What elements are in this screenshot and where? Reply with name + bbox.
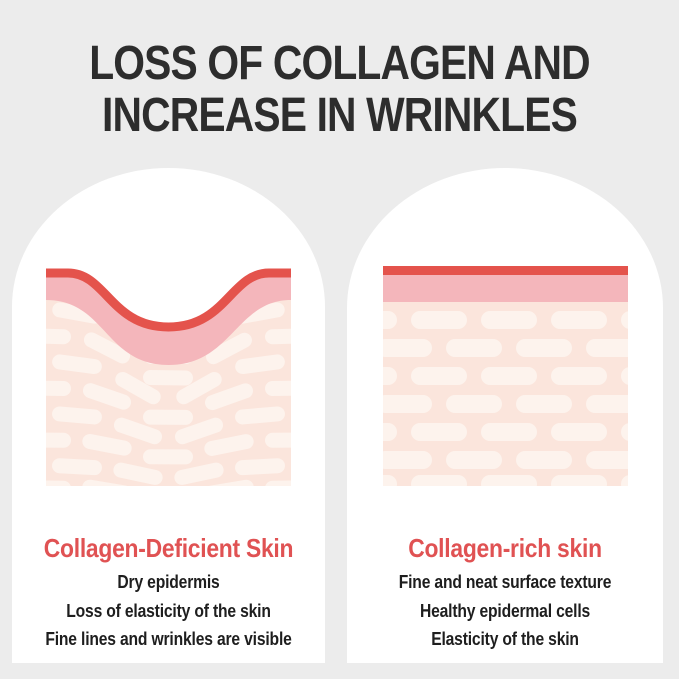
skin-surface-smooth (382, 266, 628, 275)
epidermis-pink-layer (46, 273, 291, 365)
panel-heading-deficient: Collagen-Deficient Skin (43, 533, 294, 563)
collagen-fiber (480, 423, 537, 441)
collagen-fiber (176, 371, 222, 405)
collagen-fiber (52, 406, 102, 425)
collagen-fiber (480, 367, 537, 385)
description-line: Fine lines and wrinkles are visible (45, 629, 292, 649)
collagen-fiber (410, 475, 467, 486)
collagen-fiber (620, 367, 628, 385)
wrinkled-skin-illustration (46, 266, 291, 486)
collagen-fiber (382, 395, 432, 413)
collagen-fiber (235, 406, 285, 425)
collagen-fiber (515, 339, 572, 357)
collagen-fiber (205, 383, 253, 411)
collagen-fiber (382, 451, 432, 469)
skin-surface-wrinkled (46, 268, 291, 332)
collagen-fiber (550, 475, 607, 486)
collagen-fiber (235, 354, 285, 375)
collagen-fiber (235, 458, 285, 476)
panel-collagen-rich: Collagen-rich skin Fine and neat surface… (347, 168, 663, 663)
collagen-fiber (115, 371, 161, 405)
description-line: Healthy epidermal cells (419, 600, 591, 621)
collagen-fiber (46, 432, 71, 448)
collagen-fiber (82, 433, 132, 456)
description-line: Loss of elasticity of the skin (66, 600, 271, 621)
collagen-fiber (265, 380, 291, 397)
collagen-fiber (382, 311, 397, 329)
collagen-fiber (410, 311, 467, 329)
collagen-fiber (480, 311, 537, 329)
epidermis-pink-layer (382, 275, 628, 302)
description-line: Elasticity of the skin (431, 629, 579, 649)
collagen-fiber (113, 462, 163, 485)
collagen-fiber (82, 479, 132, 486)
page-title: LOSS OF COLLAGEN AND INCREASE IN WRINKLE… (51, 38, 628, 142)
collagen-fiber (143, 409, 193, 425)
collagen-fiber (585, 395, 628, 413)
collagen-fiber (204, 434, 254, 456)
collagen-fiber (204, 479, 254, 486)
collagen-fiber (174, 417, 224, 445)
collagen-fiber (113, 417, 163, 445)
collagen-fiber (382, 367, 397, 385)
collagen-fiber (265, 432, 291, 448)
collagen-fiber (445, 339, 502, 357)
collagen-fiber (620, 311, 628, 329)
collagen-fiber (585, 339, 628, 357)
collagen-fiber (52, 458, 102, 476)
collagen-fiber (265, 328, 291, 345)
collagen-fiber (83, 332, 131, 364)
panel-heading-rich: Collagen-rich skin (408, 533, 602, 563)
collagen-fiber (382, 339, 432, 357)
collagen-fiber (52, 354, 102, 375)
collagen-fiber (445, 395, 502, 413)
collagen-fiber (382, 475, 397, 486)
collagen-fiber (515, 451, 572, 469)
collagen-fiber (410, 423, 467, 441)
title-line-1: LOSS OF COLLAGEN AND (89, 37, 590, 90)
collagen-fiber (382, 423, 397, 441)
collagen-fiber (445, 451, 502, 469)
collagen-fibers-ordered (382, 311, 628, 486)
collagen-fiber (265, 480, 291, 486)
collagen-fiber (46, 480, 71, 486)
collagen-fiber (46, 380, 71, 396)
panel-collagen-deficient: Collagen-Deficient Skin Dry epidermis Lo… (12, 168, 325, 663)
panel-description-deficient: Dry epidermis Loss of elasticity of the … (12, 568, 325, 654)
collagen-fiber (143, 449, 193, 465)
collagen-fiber (550, 423, 607, 441)
collagen-fiber (550, 367, 607, 385)
collagen-fiber (410, 367, 467, 385)
collagen-fiber (174, 462, 224, 485)
smooth-skin-illustration (382, 266, 628, 486)
collagen-fiber (515, 395, 572, 413)
description-line: Dry epidermis (117, 572, 220, 592)
collagen-fiber (585, 451, 628, 469)
collagen-fiber (620, 423, 628, 441)
panel-description-rich: Fine and neat surface texture Healthy ep… (347, 568, 663, 654)
description-line: Fine and neat surface texture (398, 572, 612, 592)
collagen-fiber (550, 311, 607, 329)
collagen-fiber (46, 328, 71, 345)
collagen-fiber (206, 332, 252, 365)
above-skin-mask (46, 266, 291, 327)
collagen-fiber (143, 370, 193, 386)
title-line-2: INCREASE IN WRINKLES (102, 89, 578, 142)
collagen-fiber (620, 475, 628, 486)
collagen-fiber (480, 475, 537, 486)
collagen-fiber (82, 383, 132, 410)
